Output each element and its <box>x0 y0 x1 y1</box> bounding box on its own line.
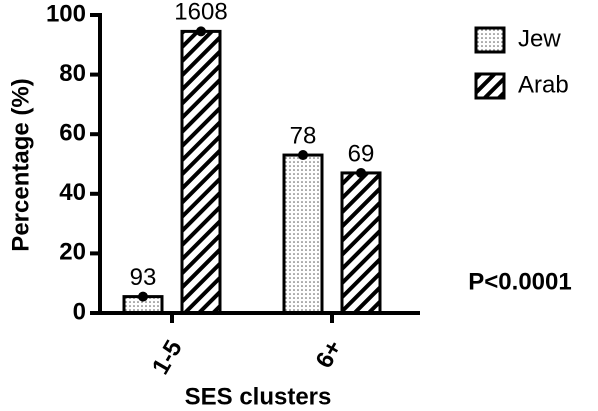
bar <box>282 153 324 315</box>
count-label: 69 <box>348 140 375 167</box>
y-tick-label: 40 <box>59 179 86 206</box>
bar <box>180 29 222 315</box>
legend-label: Arab <box>518 71 569 98</box>
bar-point <box>356 167 366 178</box>
legend-label: Jew <box>518 25 561 52</box>
legend-swatch <box>474 72 506 100</box>
y-tick-label: 100 <box>46 0 86 27</box>
count-label: 78 <box>290 122 317 149</box>
y-tick-label: 80 <box>59 60 86 87</box>
y-tick-label: 20 <box>59 239 86 266</box>
bar-point <box>138 291 148 302</box>
bar-point <box>298 150 308 161</box>
bar <box>340 171 382 315</box>
x-tick-label: 1-5 <box>147 336 188 380</box>
bar-point <box>196 26 206 37</box>
legend-swatch <box>474 26 506 54</box>
x-tick-label: 6+ <box>311 336 348 373</box>
y-tick-label: 0 <box>73 298 86 325</box>
annotation: P<0.0001 <box>468 268 571 295</box>
x-axis-label: SES clusters <box>185 383 332 410</box>
y-tick-label: 60 <box>59 120 86 147</box>
count-label: 1608 <box>174 0 227 26</box>
y-axis-label: Percentage (%) <box>7 78 34 251</box>
count-label: 93 <box>130 264 157 291</box>
